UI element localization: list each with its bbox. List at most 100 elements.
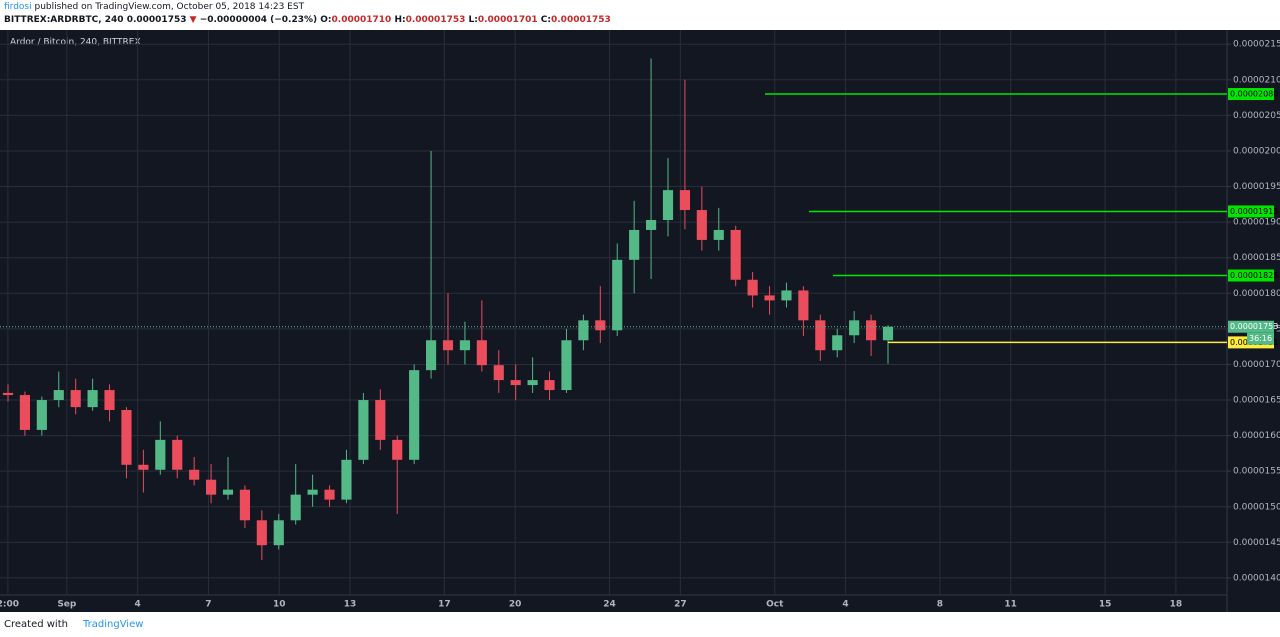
x-tick-label: Oct (766, 600, 784, 610)
candle-body (527, 380, 538, 386)
candle-body (121, 409, 132, 465)
x-tick-label: 15 (1099, 600, 1112, 610)
candle-body (239, 489, 250, 521)
candle-body (138, 464, 149, 470)
level-tag (1228, 269, 1274, 282)
candle-body (104, 390, 115, 410)
header: firdosi published on TradingView.com, Oc… (0, 0, 1280, 30)
candle-body (662, 190, 674, 220)
candle-body (206, 479, 217, 495)
candle-body (442, 340, 454, 351)
symbol: BITTREX:ARDRBTC, 240 (4, 15, 124, 25)
x-tick-label: 10 (273, 600, 286, 610)
candle-body (426, 340, 437, 371)
level-tag (1228, 88, 1274, 101)
candle-body (307, 489, 318, 495)
last-price-label: 0.00001753 (1230, 322, 1278, 331)
candle-body (866, 320, 877, 341)
candle-body (358, 400, 369, 460)
candle-body (832, 335, 843, 351)
candle-body (19, 395, 30, 430)
created-with: Created with (4, 619, 68, 630)
candle-body (798, 290, 809, 321)
x-tick-label: 13 (344, 600, 357, 610)
candle-body (679, 190, 690, 211)
candle-body (70, 390, 81, 408)
x-tick-label: 2:00 (0, 600, 19, 610)
publish-line: firdosi published on TradingView.com, Oc… (4, 2, 304, 12)
countdown: 36:16 (1249, 334, 1272, 343)
x-tick-label: 20 (509, 600, 522, 610)
brand[interactable]: TradingView (83, 619, 144, 630)
candle-body (730, 229, 741, 280)
candle-body (273, 520, 284, 546)
candle-body (544, 380, 555, 391)
candle-body (53, 390, 64, 401)
price: 0.00001753 (126, 15, 187, 25)
candle-body (87, 390, 98, 408)
symbol-line: BITTREX:ARDRBTC, 240 0.00001753 ▼ −0.000… (4, 15, 611, 25)
ohlc-value: 0.00001753 (405, 15, 466, 25)
candle-body (256, 520, 267, 546)
level-label: 0.00001825 (1230, 271, 1278, 280)
change: −0.00000004 (−0.23%) (199, 15, 318, 25)
ohlc-value: 0.00001701 (477, 15, 538, 25)
candle-body (646, 219, 657, 230)
chart-title: Ardor / Bitcoin, 240, BITTREX (10, 38, 141, 48)
ohlc-value: 0.00001710 (331, 15, 392, 25)
candle-body (290, 494, 301, 521)
candle-body (764, 295, 775, 301)
candle-body (493, 365, 504, 381)
level-label: 0.00002080 (1230, 90, 1278, 99)
level-label: 0.00001915 (1230, 207, 1278, 216)
candle-body (172, 439, 183, 470)
candle-body (612, 259, 623, 331)
ohlc-value: 0.00001753 (551, 15, 611, 25)
x-tick-label: 7 (205, 600, 211, 610)
level-tag (1228, 205, 1274, 218)
candle-body (341, 459, 352, 500)
candle-body (629, 229, 640, 260)
arrow: ▼ (189, 15, 197, 25)
x-tick-label: 18 (1170, 600, 1183, 610)
candle-body (409, 370, 420, 460)
x-tick-label: 11 (1004, 600, 1017, 610)
candle-body (747, 279, 758, 296)
x-tick-label: 24 (603, 600, 616, 610)
candle-body (696, 210, 707, 240)
candle-body (595, 320, 606, 331)
candle-body (815, 320, 826, 351)
x-tick-label: 8 (937, 600, 943, 610)
ohlc-label: L: (468, 15, 478, 25)
candle-body (476, 340, 487, 366)
candle-body (2, 392, 14, 396)
countdown-tag (1247, 332, 1274, 345)
candle-body (155, 439, 166, 470)
candle-body (189, 469, 200, 480)
candle-body (375, 400, 386, 440)
candle-body (713, 229, 724, 240)
candle-body (459, 340, 470, 351)
candle-body (222, 489, 234, 495)
candle-body (781, 290, 792, 301)
ohlc-label: C: (540, 15, 551, 25)
x-tick-label: 17 (438, 600, 451, 610)
candle-body (36, 400, 47, 430)
candle-body (392, 439, 403, 460)
published: published on TradingView.com, October 05… (34, 2, 305, 12)
ohlc-label: H: (394, 15, 406, 25)
author[interactable]: firdosi (4, 2, 32, 12)
